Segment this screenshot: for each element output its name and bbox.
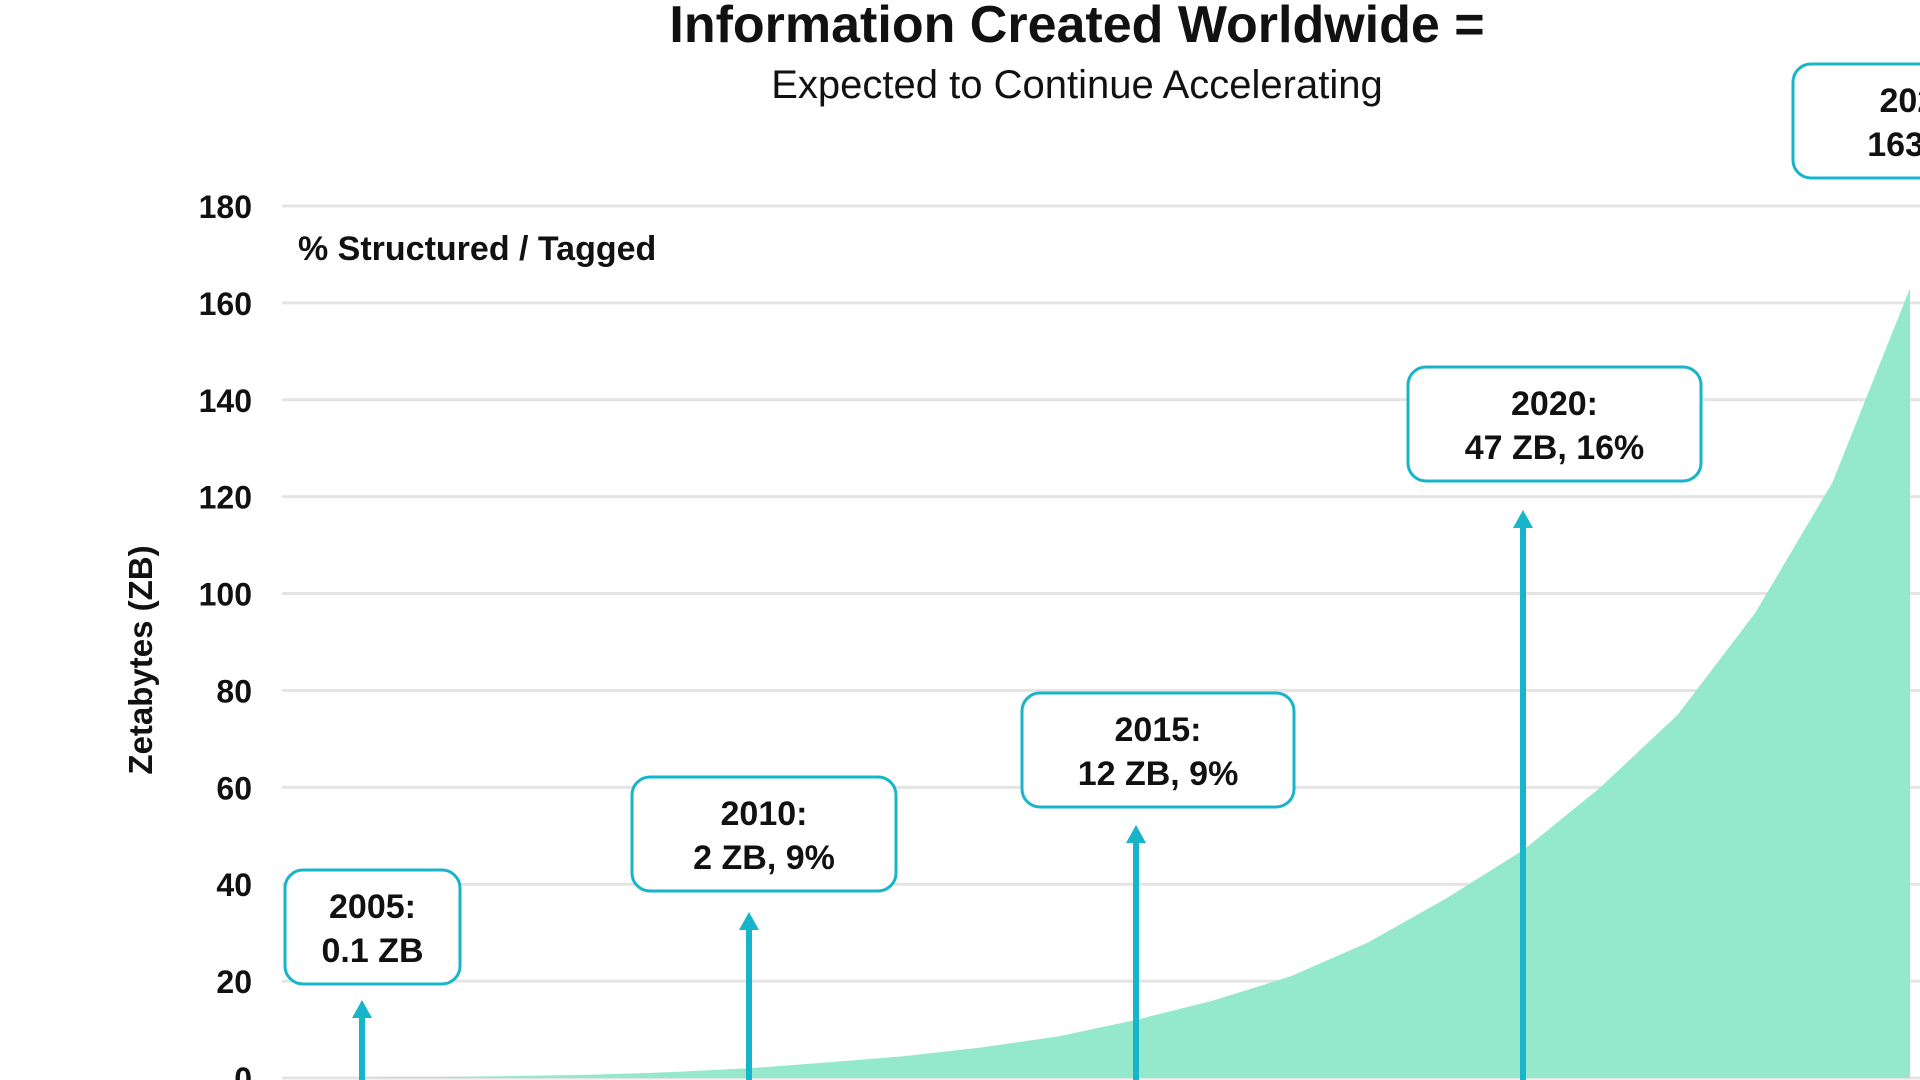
callout-arrow-head xyxy=(739,912,759,930)
callout-value: 2 ZB, 9% xyxy=(693,839,835,877)
callout-box xyxy=(1406,365,1703,483)
callout-year: 2020: xyxy=(1511,385,1598,423)
y-tick-label: 0 xyxy=(234,1061,252,1080)
structured-tagged-label: % Structured / Tagged xyxy=(298,230,656,268)
y-axis-label: Zetabytes (ZB) xyxy=(122,545,159,774)
y-tick-label: 140 xyxy=(199,383,252,419)
chart-subtitle: Expected to Continue Accelerating xyxy=(771,63,1383,107)
gridlines xyxy=(282,204,1920,1080)
callout-year: 2015: xyxy=(1115,711,1202,749)
callout-value: 0.1 ZB xyxy=(321,932,423,970)
y-tick-label: 100 xyxy=(199,577,252,613)
y-tick-label: 160 xyxy=(199,286,252,322)
callout-value: 163 ZB xyxy=(1867,126,1920,164)
y-tick-label: 180 xyxy=(199,189,252,225)
callout-box xyxy=(1791,62,1920,180)
y-axis-ticks: 0 20 40 60 80 100 120 140 160 180 xyxy=(199,189,252,1080)
callout-arrow-head xyxy=(1126,825,1146,843)
callout-box xyxy=(1020,691,1296,809)
callout-box xyxy=(283,868,462,986)
callout-arrow-head xyxy=(352,1000,372,1018)
callout-year: 2025: xyxy=(1880,82,1920,120)
chart-title: Information Created Worldwide = xyxy=(669,0,1484,54)
callouts: 2005: 0.1 ZB 2010: 2 ZB, 9% 2015: 12 ZB, 9% 20… xyxy=(283,62,1920,986)
callout-arrows xyxy=(352,510,1533,1080)
callout-box xyxy=(630,775,898,893)
y-tick-label: 20 xyxy=(216,964,252,1000)
callout-year: 2005: xyxy=(329,888,416,926)
callout-value: 12 ZB, 9% xyxy=(1078,755,1239,793)
y-tick-label: 120 xyxy=(199,480,252,516)
y-tick-label: 60 xyxy=(216,770,252,806)
callout-value: 47 ZB, 16% xyxy=(1465,429,1645,467)
y-tick-label: 80 xyxy=(216,673,252,709)
callout-arrow-head xyxy=(1513,510,1533,528)
y-tick-label: 40 xyxy=(216,867,252,903)
callout-year: 2010: xyxy=(721,795,808,833)
